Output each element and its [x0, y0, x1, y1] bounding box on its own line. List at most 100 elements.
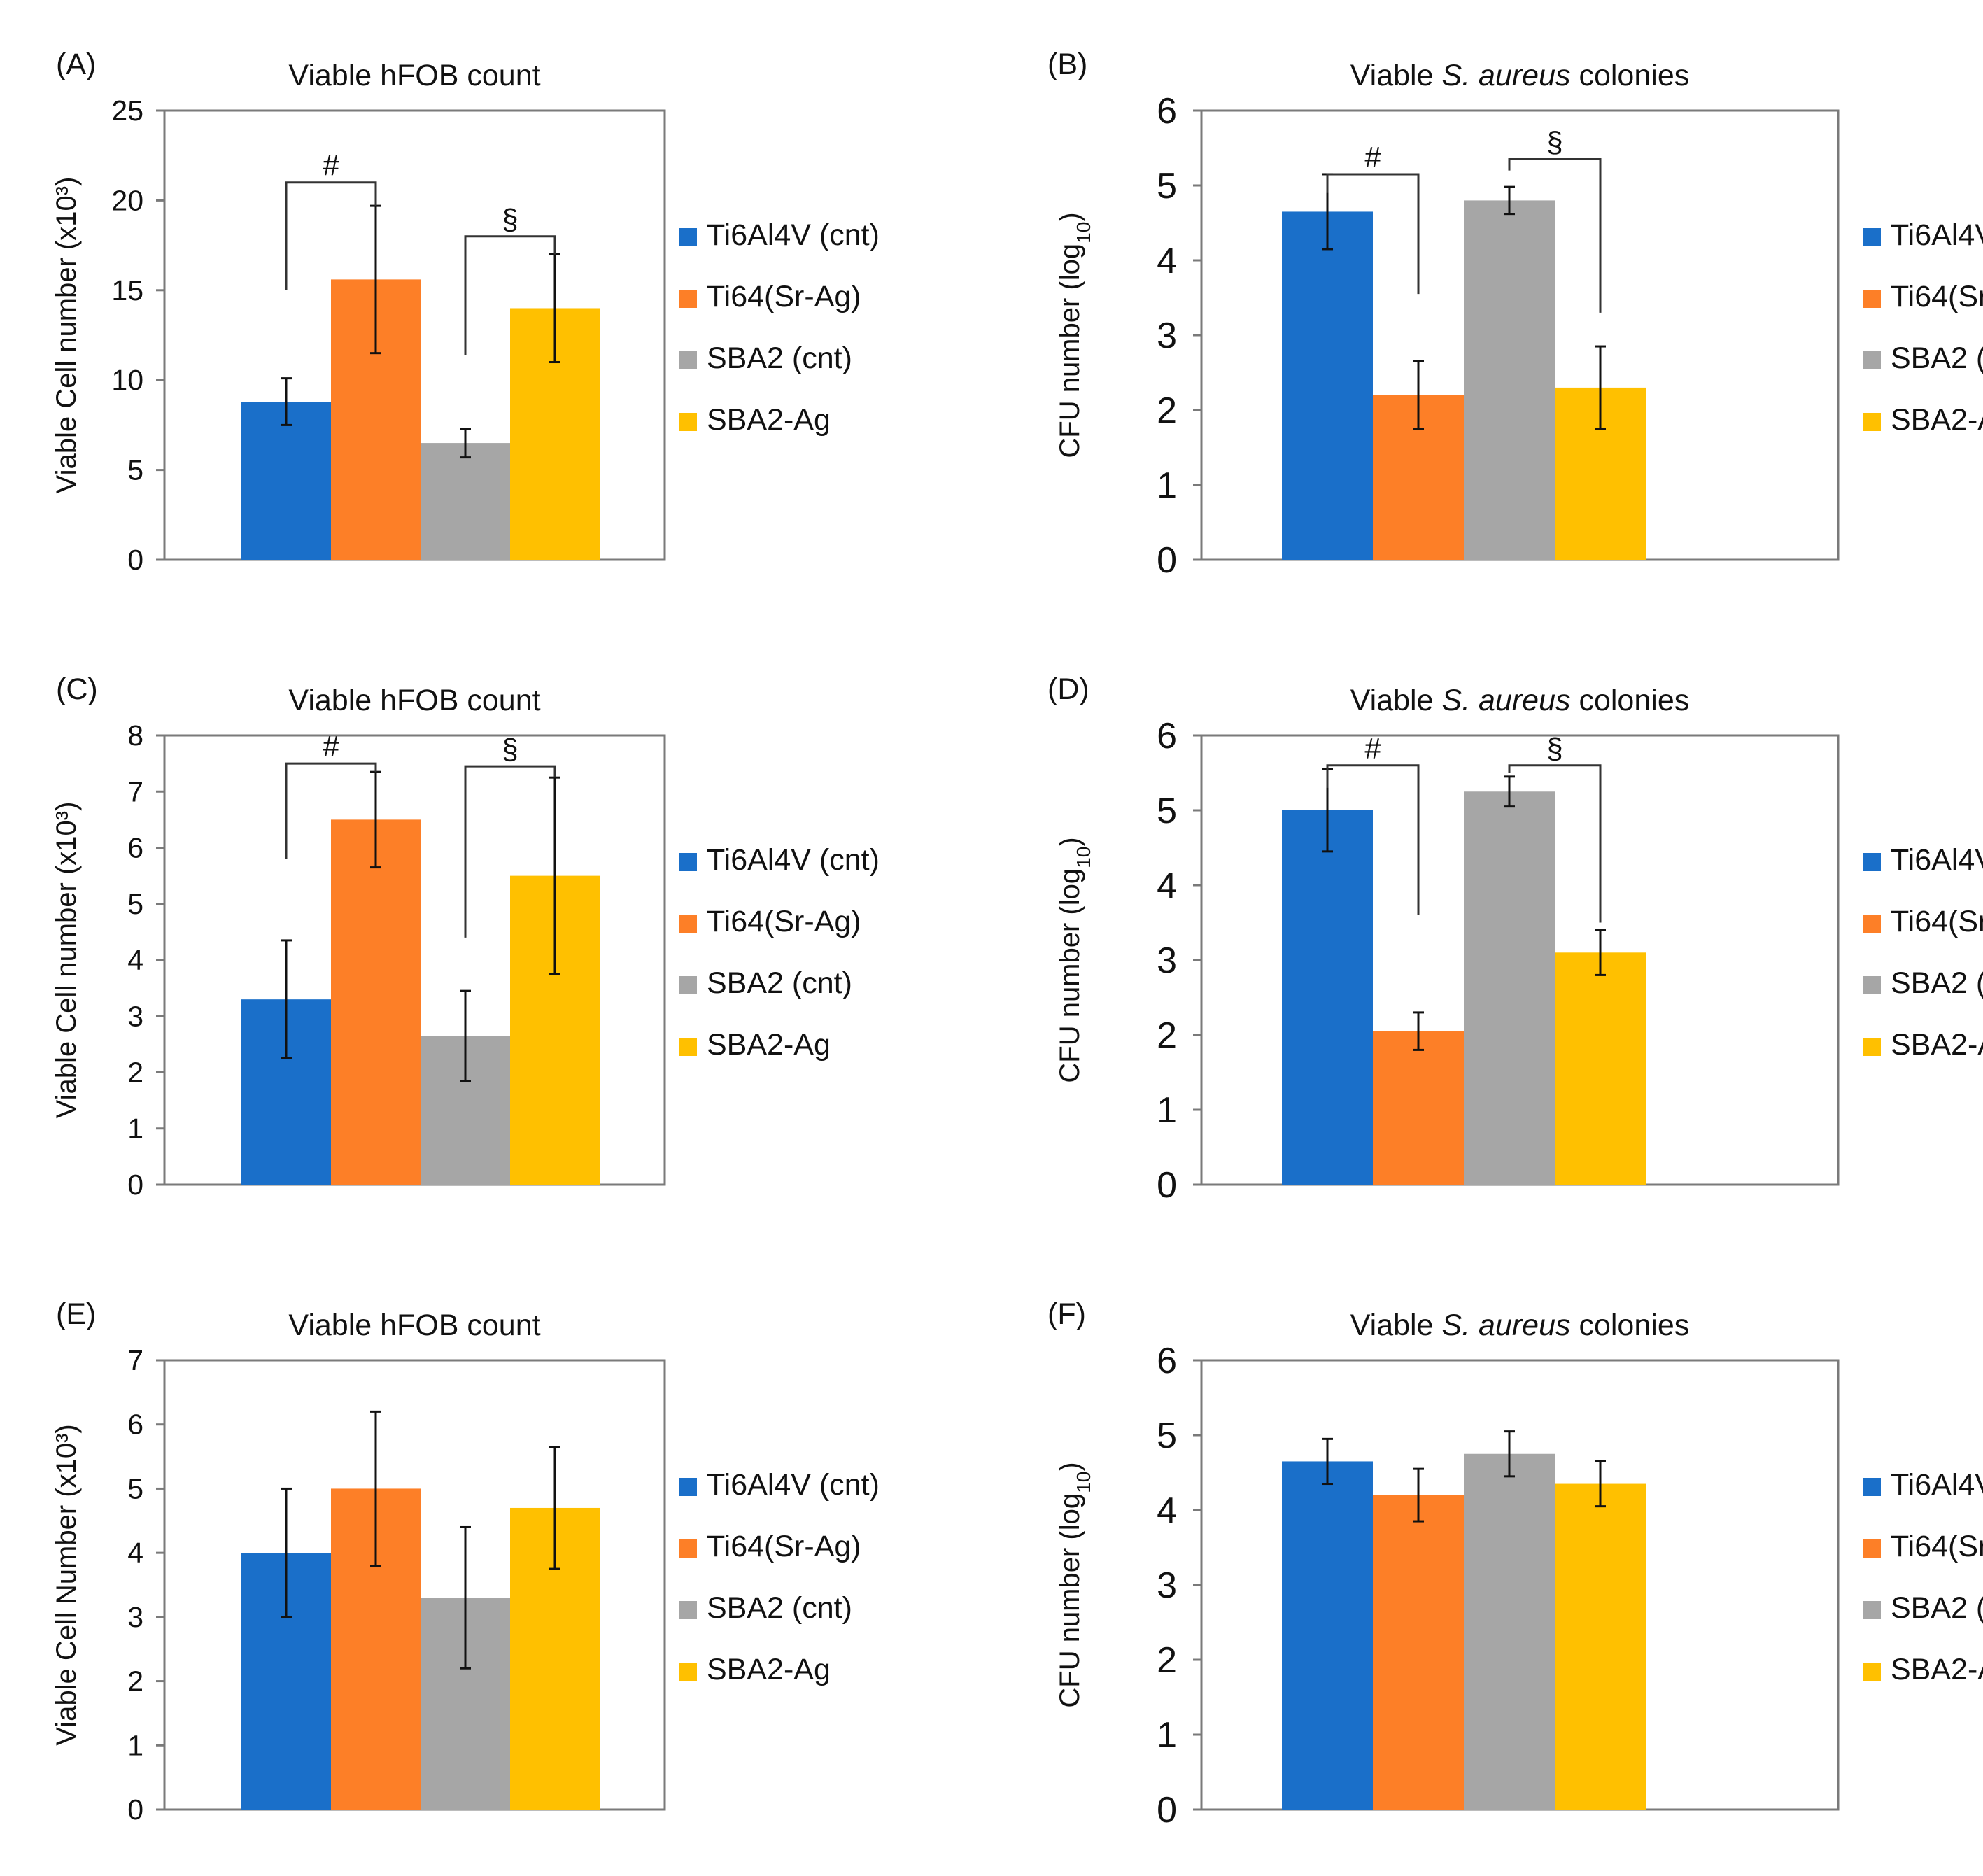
y-axis-label: Viable Cell number (x10³)	[51, 802, 82, 1119]
y-tick-label: 10	[111, 364, 143, 396]
legend-label: SBA2-Ag	[707, 1028, 831, 1062]
legend-swatch	[1863, 1038, 1881, 1056]
chart-title-text: Viable hFOB count	[288, 1309, 540, 1342]
legend-swatch	[1863, 290, 1881, 308]
y-tick-label: 0	[127, 1169, 143, 1201]
legend-label: Ti64(Sr-Ag)	[1891, 905, 1983, 938]
significance-label: #	[323, 730, 339, 763]
legend-swatch	[1863, 413, 1881, 431]
panel-label: (E)	[56, 1297, 96, 1331]
legend-label: SBA2 (cnt)	[707, 1591, 852, 1625]
significance-label: §	[1546, 126, 1562, 159]
y-tick-label: 3	[127, 1601, 143, 1633]
chart-title-italic: S. aureus	[1441, 59, 1570, 92]
y-axis-label-main: CFU number (log	[1054, 1493, 1085, 1708]
legend-label: Ti6Al4V (cnt)	[1891, 218, 1983, 252]
chart-e-svg: (E) Viable hFOB count 0 1 2 3 4 5 6 7 Viable Cell …	[51, 1297, 880, 1826]
y-axis-label-sub: 10	[1073, 847, 1094, 868]
y-tick-label: 2	[127, 1665, 143, 1698]
y-tick-label: 1	[127, 1729, 143, 1761]
bar-a-0	[241, 402, 331, 560]
bar-f-2	[1464, 1453, 1555, 1810]
chart-title: Viable S. aureus colonies	[1350, 1309, 1689, 1342]
y-tick-label: 1	[127, 1113, 143, 1145]
panel-c: (C) Viable hFOB count 0 1 2 3 4 5 6 7 8 Viable Cell…	[0, 625, 991, 1250]
significance-label: #	[1364, 141, 1381, 174]
legend-label: SBA2-Ag	[707, 1653, 831, 1686]
significance-bracket	[1326, 173, 1420, 295]
legend-swatch	[679, 290, 697, 308]
chart-title: Viable S. aureus colonies	[1350, 59, 1689, 92]
chart-title-suffix: colonies	[1571, 1309, 1690, 1342]
legend-label: Ti6Al4V (cnt)	[707, 218, 880, 252]
legend-label: SBA2 (cnt)	[1891, 341, 1983, 375]
legend-label: SBA2-Ag	[1891, 1653, 1983, 1686]
y-tick-label: 6	[1157, 716, 1177, 756]
y-axis-label-close: )	[1054, 212, 1085, 221]
legend-swatch	[679, 976, 697, 994]
legend-label: Ti6Al4V (cnt)	[707, 1468, 880, 1502]
panel-label: (D)	[1047, 672, 1089, 706]
legend-label: SBA2 (cnt)	[1891, 1591, 1983, 1625]
y-axis-label-main: CFU number (log	[1054, 868, 1085, 1083]
y-tick-label: 4	[1157, 241, 1177, 281]
legend-swatch	[1863, 915, 1881, 933]
significance-label: #	[1364, 732, 1381, 765]
legend-swatch	[679, 1663, 697, 1681]
panel-e: (E) Viable hFOB count 0 1 2 3 4 5 6 7 Viable Cell …	[0, 1250, 991, 1875]
legend-swatch	[679, 1601, 697, 1619]
y-tick-label: 2	[1157, 390, 1177, 431]
panel-label: (B)	[1047, 48, 1087, 81]
legend-label: Ti64(Sr-Ag)	[707, 1530, 861, 1563]
significance-bracket	[464, 765, 556, 938]
chart-d-svg: (D) Viable S. aureus colonies 0 1 2 3 4 5 6 CFU n…	[1047, 672, 1983, 1206]
legend-label: SBA2-Ag	[1891, 1028, 1983, 1062]
legend-swatch	[679, 1478, 697, 1496]
legend-swatch	[1863, 853, 1881, 871]
chart-title-suffix: colonies	[1571, 684, 1690, 717]
legend-label: SBA2 (cnt)	[707, 341, 852, 375]
significance-bracket	[464, 235, 556, 355]
y-tick-label: 0	[1157, 540, 1177, 581]
significance-label: §	[1546, 732, 1562, 765]
legend-label: Ti64(Sr-Ag)	[1891, 1530, 1983, 1563]
y-axis-label: CFU number (log10)	[1054, 837, 1094, 1082]
y-tick-label: 5	[127, 888, 143, 920]
legend-swatch	[1863, 1539, 1881, 1558]
bar-d-2	[1464, 791, 1555, 1185]
chart-title-text: Viable hFOB count	[288, 59, 540, 92]
significance-bracket	[285, 181, 377, 290]
chart-a-svg: (A) Viable hFOB count 0 5 10 15 20 25 Viable Cel…	[51, 48, 880, 576]
y-tick-label: 3	[1157, 316, 1177, 356]
significance-bracket	[1508, 158, 1602, 313]
significance-label: §	[502, 203, 518, 236]
bar-b-0	[1282, 211, 1373, 560]
chart-title: Viable hFOB count	[288, 684, 540, 717]
y-tick-label: 5	[1157, 166, 1177, 206]
y-tick-label: 3	[1157, 940, 1177, 981]
legend-swatch	[1863, 228, 1881, 246]
y-tick-label: 4	[127, 1537, 143, 1569]
legend-swatch	[679, 915, 697, 933]
y-tick-label: 5	[127, 454, 143, 486]
y-axis-label: CFU number (log10)	[1054, 212, 1094, 458]
y-axis-label: CFU number (log10)	[1054, 1462, 1094, 1707]
legend-swatch	[679, 853, 697, 871]
chart-title: Viable S. aureus colonies	[1350, 684, 1689, 717]
legend-label: SBA2-Ag	[707, 403, 831, 437]
y-tick-label: 1	[1157, 465, 1177, 506]
bar-f-1	[1373, 1495, 1464, 1810]
y-axis-label-main: CFU number (log	[1054, 244, 1085, 458]
chart-title-text: Viable	[1350, 684, 1442, 717]
y-tick-label: 0	[127, 1793, 143, 1826]
y-tick-label: 5	[1157, 791, 1177, 831]
y-tick-label: 6	[127, 832, 143, 864]
y-tick-label: 6	[1157, 91, 1177, 132]
bar-d-0	[1282, 810, 1373, 1185]
bar-c-1	[331, 819, 421, 1185]
legend-swatch	[1863, 1663, 1881, 1681]
y-tick-label: 5	[1157, 1416, 1177, 1456]
legend-swatch	[679, 413, 697, 431]
chart-title: Viable hFOB count	[288, 59, 540, 92]
panel-d: (D) Viable S. aureus colonies 0 1 2 3 4 5 6 CFU n…	[991, 625, 1983, 1250]
